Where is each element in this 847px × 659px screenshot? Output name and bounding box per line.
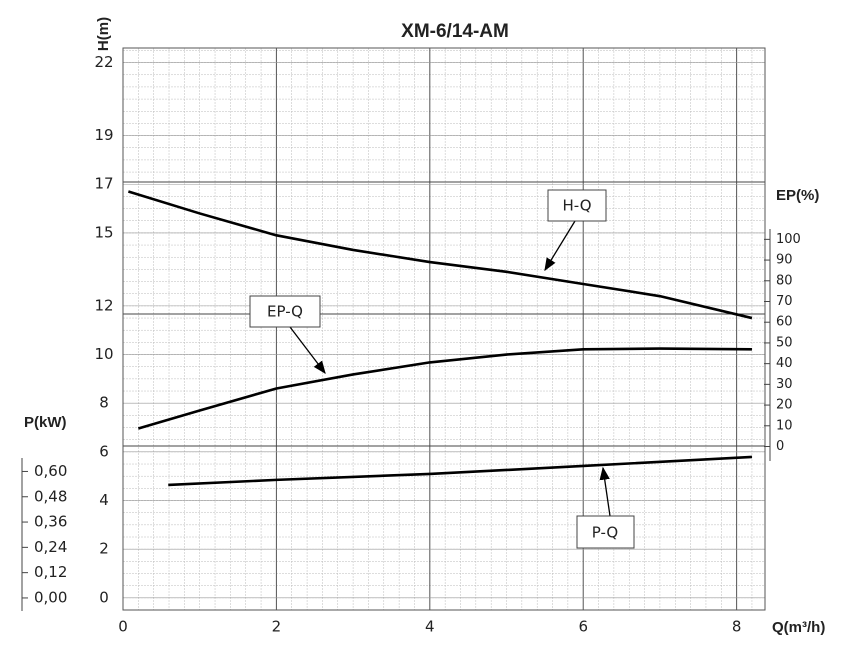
x-tick-label: 0 — [118, 618, 128, 636]
y3-tick-label: 0,36 — [34, 513, 67, 531]
x-tick-label: 2 — [272, 618, 282, 636]
y-tick-label: 12 — [94, 296, 113, 314]
annotation-box — [249, 295, 321, 328]
y2-tick-label: 0 — [776, 439, 784, 454]
y3-tick-label: 0,12 — [34, 563, 67, 581]
x-tick-label: 4 — [425, 618, 435, 636]
y-tick-label: 2 — [99, 540, 109, 558]
y2-tick-label: 50 — [776, 335, 793, 350]
plot-frame — [122, 47, 766, 611]
y2-tick-label: 60 — [776, 315, 793, 330]
y-tick-label: 17 — [94, 175, 113, 193]
annotation: P-Q — [592, 524, 618, 542]
y3-tick-label: 0,24 — [34, 538, 67, 556]
annotation-box — [547, 189, 607, 222]
y2-tick-label: 80 — [776, 273, 793, 288]
arrow — [289, 326, 326, 375]
y-tick-label: 0 — [99, 588, 109, 606]
grid — [122, 48, 765, 610]
x-axis-label: Q(m³/h) — [772, 619, 825, 636]
y2-tick-label: 90 — [776, 253, 793, 268]
y3-tick-label: 0,48 — [34, 487, 67, 505]
y2-tick-label: 10 — [776, 418, 793, 433]
annotation: EP-Q — [267, 303, 303, 321]
series-line — [168, 455, 753, 487]
x-tick-label: 6 — [578, 618, 588, 636]
y-tick-label: 19 — [94, 126, 113, 144]
series-line — [137, 347, 752, 430]
annotation: H-Q — [562, 197, 591, 215]
x-tick-label: 8 — [732, 618, 742, 636]
y-tick-label: 6 — [99, 442, 109, 460]
y2-tick-label: 70 — [776, 294, 793, 309]
series-line — [127, 190, 753, 320]
y-axis-label: H(m) — [95, 17, 112, 51]
annotation-box — [576, 515, 635, 549]
y2-tick-label: 30 — [776, 377, 793, 392]
chart-title: XM-6/14-AM — [401, 21, 509, 42]
y-tick-label: 22 — [94, 53, 113, 71]
y3-tick-label: 0,00 — [34, 588, 67, 606]
y2-tick-label: 20 — [776, 398, 793, 413]
y2-tick-label: 40 — [776, 356, 793, 371]
y-tick-label: 10 — [94, 345, 113, 363]
arrow — [599, 466, 611, 517]
y2-tick-label: 100 — [776, 232, 801, 247]
y-tick-label: 8 — [99, 394, 109, 412]
y-tick-label: 4 — [99, 491, 109, 509]
arrow — [544, 220, 576, 272]
y-tick-label: 15 — [94, 223, 113, 241]
curves — [127, 190, 753, 487]
y3-tick-label: 0,60 — [34, 462, 67, 480]
y2-axis-label: EP(%) — [776, 187, 819, 204]
y3-axis-label: P(kW) — [24, 414, 67, 431]
